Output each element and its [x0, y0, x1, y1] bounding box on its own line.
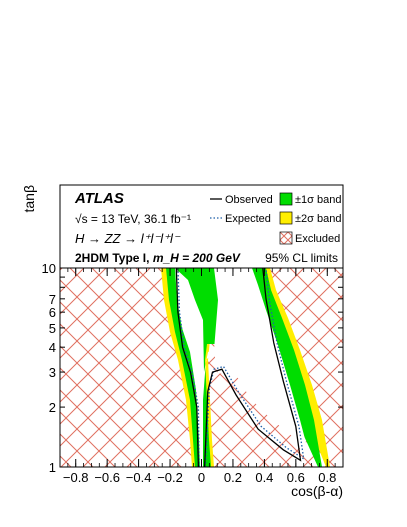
x-tick-label: −0.6 — [94, 470, 120, 485]
expected-line-left — [177, 268, 200, 467]
legend-band2-label: ±2σ band — [295, 213, 341, 225]
legend-excluded: Excluded — [279, 231, 340, 245]
chart-title: ATLAS — [74, 190, 124, 207]
legend-band1-label: ±1σ band — [295, 194, 341, 206]
x-tick-label: −0.8 — [63, 470, 89, 485]
y-tick-label: 6 — [49, 305, 56, 320]
y-tick-label: 2 — [49, 400, 56, 415]
legend-excluded-label: Excluded — [295, 233, 340, 245]
legend-band2: ±2σ band — [279, 211, 341, 225]
y-axis: 1 2 3 4 567 10 — [42, 261, 343, 475]
expected-line-right — [204, 268, 305, 467]
x-tick-label: 0 — [198, 470, 205, 485]
x-axis: −0.8 −0.6 −0.4 −0.2 0 0.2 0.4 0.6 0.8 — [59, 268, 344, 485]
y-tick-label: 1 — [49, 460, 56, 475]
band-1sigma — [166, 268, 322, 467]
legend-expected: Expected — [210, 213, 271, 225]
bands — [161, 268, 330, 467]
x-axis-label: cos(β-α) — [291, 483, 343, 499]
allowed-region — [175, 268, 310, 467]
energy-label: √s = 13 TeV, 36.1 fb⁻¹ — [75, 212, 191, 226]
y-tick-label: 5 — [49, 321, 56, 336]
x-tick-label: −0.2 — [157, 470, 183, 485]
x-tick-label: −0.4 — [126, 470, 152, 485]
x-tick-label: 0.8 — [318, 470, 336, 485]
y-tick-label: 3 — [49, 365, 56, 380]
legend-expected-label: Expected — [225, 213, 271, 225]
observed-line-left — [175, 268, 200, 467]
observed-line-right — [203, 268, 302, 467]
y-tick-label: 10 — [42, 261, 56, 276]
x-tick-label: 0.4 — [255, 470, 273, 485]
process-label: H → ZZ → l⁺l⁻l⁺l⁻ — [75, 231, 181, 246]
x-tick-label: 0.2 — [224, 470, 242, 485]
legend-observed: Observed — [210, 194, 273, 206]
limit-lines — [175, 268, 305, 467]
cl-label: 95% CL limits — [265, 251, 338, 265]
x-tick-label: 0.6 — [287, 470, 305, 485]
legend-observed-label: Observed — [225, 194, 273, 206]
legend-band1: ±1σ band — [279, 192, 341, 206]
y-axis-label: tanβ — [21, 185, 37, 213]
model-label: 2HDM Type I, m_H = 200 GeV — [75, 251, 241, 265]
legend-box — [59, 184, 344, 269]
y-tick-label: 4 — [49, 340, 56, 355]
y-tick-label: 7 — [49, 292, 56, 307]
